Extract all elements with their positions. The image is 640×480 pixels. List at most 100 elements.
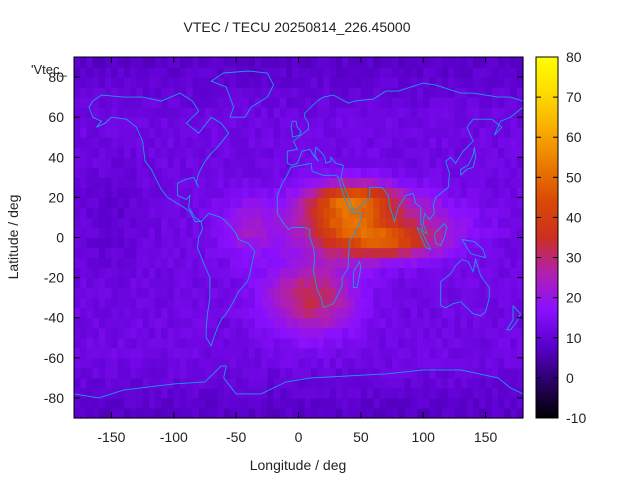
heatmap-cell: [510, 347, 518, 359]
heatmap-cell: [229, 327, 237, 339]
heatmap-cell: [354, 167, 362, 178]
heatmap-cell: [123, 67, 131, 78]
heatmap-cell: [123, 187, 131, 198]
heatmap-cell: [404, 167, 412, 178]
heatmap-cell: [286, 237, 293, 249]
heatmap-cell: [186, 277, 194, 289]
heatmap-cell: [423, 107, 431, 118]
heatmap-cell: [317, 127, 325, 138]
heatmap-cell: [123, 397, 131, 409]
heatmap-cell: [354, 207, 362, 219]
heatmap-cell: [385, 157, 393, 168]
heatmap-cell: [173, 267, 181, 279]
heatmap-cell: [460, 227, 468, 239]
heatmap-cell: [242, 167, 250, 178]
heatmap-cell: [310, 127, 318, 138]
heatmap-cell: [329, 137, 337, 148]
heatmap-cell: [261, 97, 268, 108]
heatmap-cell: [155, 357, 162, 369]
heatmap-cell: [161, 87, 169, 98]
heatmap-cell: [180, 347, 187, 359]
heatmap-cell: [485, 87, 493, 98]
heatmap-cell: [167, 407, 175, 419]
heatmap-cell: [111, 287, 119, 299]
heatmap-cell: [473, 247, 480, 259]
heatmap-cell: [448, 237, 456, 249]
heatmap-cell: [186, 187, 194, 198]
heatmap-cell: [423, 177, 431, 188]
heatmap-cell: [416, 57, 424, 68]
heatmap-cell: [373, 377, 381, 389]
heatmap-cell: [460, 277, 468, 289]
heatmap-cell: [335, 317, 343, 329]
heatmap-cell: [80, 217, 88, 229]
heatmap-cell: [267, 347, 275, 359]
heatmap-cell: [211, 127, 219, 138]
y-tick-label: -80: [44, 390, 64, 406]
heatmap-cell: [473, 217, 480, 229]
heatmap-cell: [298, 117, 306, 128]
heatmap-cell: [198, 97, 206, 108]
heatmap-cell: [329, 367, 337, 379]
heatmap-cell: [466, 317, 474, 329]
heatmap-cell: [167, 247, 175, 259]
heatmap-cell: [155, 307, 162, 319]
heatmap-cell: [510, 77, 518, 88]
heatmap-cell: [192, 357, 200, 369]
heatmap-cell: [80, 397, 88, 409]
heatmap-cell: [211, 117, 219, 128]
heatmap-cell: [180, 177, 187, 188]
heatmap-cell: [180, 147, 187, 158]
heatmap-cell: [86, 187, 94, 198]
heatmap-cell: [217, 357, 225, 369]
heatmap-cell: [86, 167, 94, 178]
heatmap-cell: [298, 227, 306, 239]
heatmap-cell: [379, 257, 387, 269]
heatmap-cell: [404, 317, 412, 329]
heatmap-cell: [379, 167, 387, 178]
heatmap-cell: [254, 307, 262, 319]
heatmap-cell: [273, 277, 281, 289]
heatmap-cell: [192, 97, 200, 108]
coastline-greenland: [210, 70, 275, 118]
heatmap-cell: [80, 207, 88, 219]
heatmap-cell: [460, 307, 468, 319]
heatmap-cell: [273, 337, 281, 349]
heatmap-cell: [317, 337, 325, 349]
heatmap-cell: [298, 277, 306, 289]
heatmap-cell: [435, 117, 443, 128]
heatmap-cell: [360, 267, 368, 279]
heatmap-cell: [248, 177, 256, 188]
heatmap-cell: [292, 257, 300, 269]
heatmap-cell: [342, 327, 349, 339]
heatmap-cell: [398, 397, 406, 409]
heatmap-cell: [167, 357, 175, 369]
heatmap-cell: [279, 127, 287, 138]
heatmap-cell: [236, 217, 243, 229]
heatmap-cell: [80, 377, 88, 389]
heatmap-cell: [398, 337, 406, 349]
heatmap-cell: [404, 177, 412, 188]
heatmap-cell: [392, 347, 399, 359]
heatmap-cell: [354, 377, 362, 389]
heatmap-cell: [80, 57, 88, 68]
heatmap-cell: [236, 157, 243, 168]
heatmap-cell: [123, 167, 131, 178]
heatmap-cell: [173, 77, 181, 88]
heatmap-cell: [342, 97, 349, 108]
heatmap-cell: [86, 247, 94, 259]
heatmap-cell: [310, 87, 318, 98]
heatmap-cell: [510, 157, 518, 168]
heatmap-cell: [335, 207, 343, 219]
heatmap-cell: [485, 317, 493, 329]
heatmap-cell: [254, 377, 262, 389]
heatmap-cell: [329, 207, 337, 219]
heatmap-cell: [105, 207, 113, 219]
heatmap-cell: [317, 77, 325, 88]
heatmap-cell: [310, 167, 318, 178]
heatmap-cell: [167, 387, 175, 399]
heatmap-cell: [217, 177, 225, 188]
heatmap-cell: [404, 147, 412, 158]
heatmap-cell: [204, 197, 212, 209]
heatmap-cell: [392, 257, 399, 269]
